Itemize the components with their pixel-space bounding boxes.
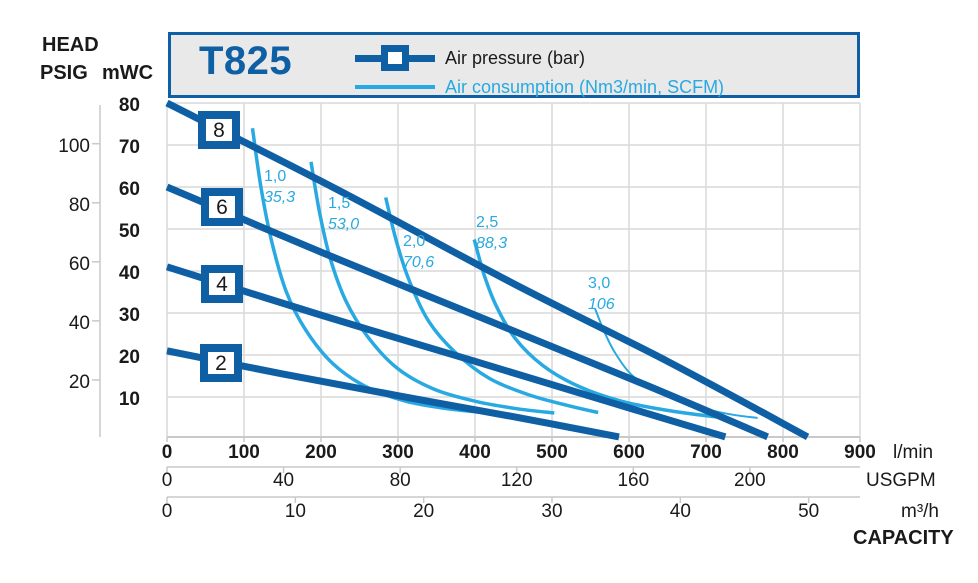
marker-line-right: [409, 54, 435, 62]
air-pressure-curve-8bar: [165, 99, 810, 440]
air-consumption-curve-2_5: [472, 239, 721, 419]
m3h-unit-label: m³/h: [901, 501, 939, 522]
capacity-axis-title: CAPACITY: [853, 527, 954, 549]
pressure-marker-label: 4: [216, 273, 228, 296]
lmin-unit-label: l/min: [893, 442, 934, 463]
marker-square: [381, 45, 409, 71]
air-consumption-curve-1_5: [309, 161, 555, 415]
pressure-marker-label: 6: [216, 196, 228, 219]
pressure-marker-2bar: 2: [200, 344, 242, 382]
mwc-axis-title: mWC: [102, 62, 154, 84]
pressure-marker-label: 2: [215, 352, 227, 375]
usgpm-unit-label: USGPM: [866, 470, 936, 491]
legend-row-air-pressure: Air pressure (bar): [355, 44, 585, 72]
air-pressure-curve-6bar: [165, 183, 769, 441]
psig-axis: [92, 105, 101, 437]
air-consumption-marker-icon: [355, 85, 435, 89]
marker-line-left: [355, 54, 381, 62]
grid-lines: [166, 102, 861, 437]
air-pressure-curve-4bar: [165, 263, 727, 441]
air-pressure-curve-2bar: [166, 347, 620, 441]
air-consumption-legend-label: Air consumption (Nm3/min, SCFM): [445, 76, 725, 97]
psig-axis-title: PSIG: [40, 62, 88, 84]
air-consumption-curve-1_0: [250, 127, 489, 415]
model-title: T825: [199, 39, 293, 83]
legend-box: T825 Air pressure (bar) Air consumption …: [168, 32, 860, 98]
head-axis-title: HEAD: [42, 34, 99, 56]
pressure-marker-label: 8: [213, 119, 225, 142]
pressure-marker-6bar: 6: [201, 188, 243, 226]
legend-row-air-consumption: Air consumption (Nm3/min, SCFM): [355, 73, 724, 101]
lmin-axis-ticks: [166, 437, 861, 442]
m3h-axis: [166, 496, 860, 503]
pressure-marker-4bar: 4: [201, 265, 243, 303]
air-pressure-marker-icon: [355, 45, 435, 71]
usgpm-axis: [166, 466, 860, 473]
pressure-marker-8bar: 8: [198, 111, 240, 149]
air-pressure-legend-label: Air pressure (bar): [445, 47, 586, 68]
